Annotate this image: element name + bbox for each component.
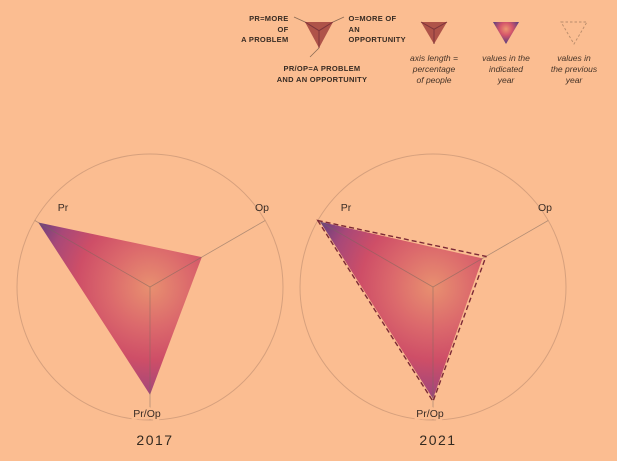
chart-title-2017: 2017 (136, 432, 174, 448)
svg-text:Pr/Op: Pr/Op (416, 408, 444, 420)
previous-year-triangle-icon (560, 21, 588, 45)
legend-item-indicated-year: values in the indicated year (471, 20, 541, 87)
radar-chart-2017: Pr Op Pr/Op 2017 (10, 145, 300, 457)
svg-text:Op: Op (538, 202, 552, 214)
legend-pr-label: PR=MORE OF A PROBLEM (241, 14, 289, 44)
legend-key-group: PR=MORE OF A PROBLEM O=MORE OF AN OPPORT… (238, 12, 406, 85)
svg-text:Pr/Op: Pr/Op (133, 408, 161, 420)
legend-item-axis-length: axis length = percentage of people (399, 20, 469, 87)
radar-chart-2017-svg: Pr Op Pr/Op (16, 153, 284, 423)
axis-length-triangle-icon (420, 21, 448, 44)
radar-chart-2021: Pr Op Pr/Op 2021 (293, 145, 583, 457)
chart-title-2021: 2021 (419, 432, 457, 448)
legend-prop-label: PR/OP=A PROBLEM AND AN OPPORTUNITY (276, 64, 368, 84)
svg-text:Pr: Pr (341, 202, 352, 214)
legend-caption: values in the indicated year (482, 53, 530, 86)
radar-chart-2021-svg: Pr Op Pr/Op (299, 153, 567, 423)
svg-text:Op: Op (255, 202, 269, 214)
legend-caption: values in the previous year (550, 53, 598, 86)
radar-key-triangle-icon (293, 16, 344, 58)
legend-caption: axis length = percentage of people (410, 53, 458, 86)
legend-item-previous-year: values in the previous year (541, 20, 607, 87)
legend: PR=MORE OF A PROBLEM O=MORE OF AN OPPORT… (0, 0, 617, 110)
legend-op-label: O=MORE OF AN OPPORTUNITY (348, 14, 406, 44)
svg-text:Pr: Pr (58, 202, 69, 214)
indicated-year-triangle-icon (493, 22, 519, 44)
